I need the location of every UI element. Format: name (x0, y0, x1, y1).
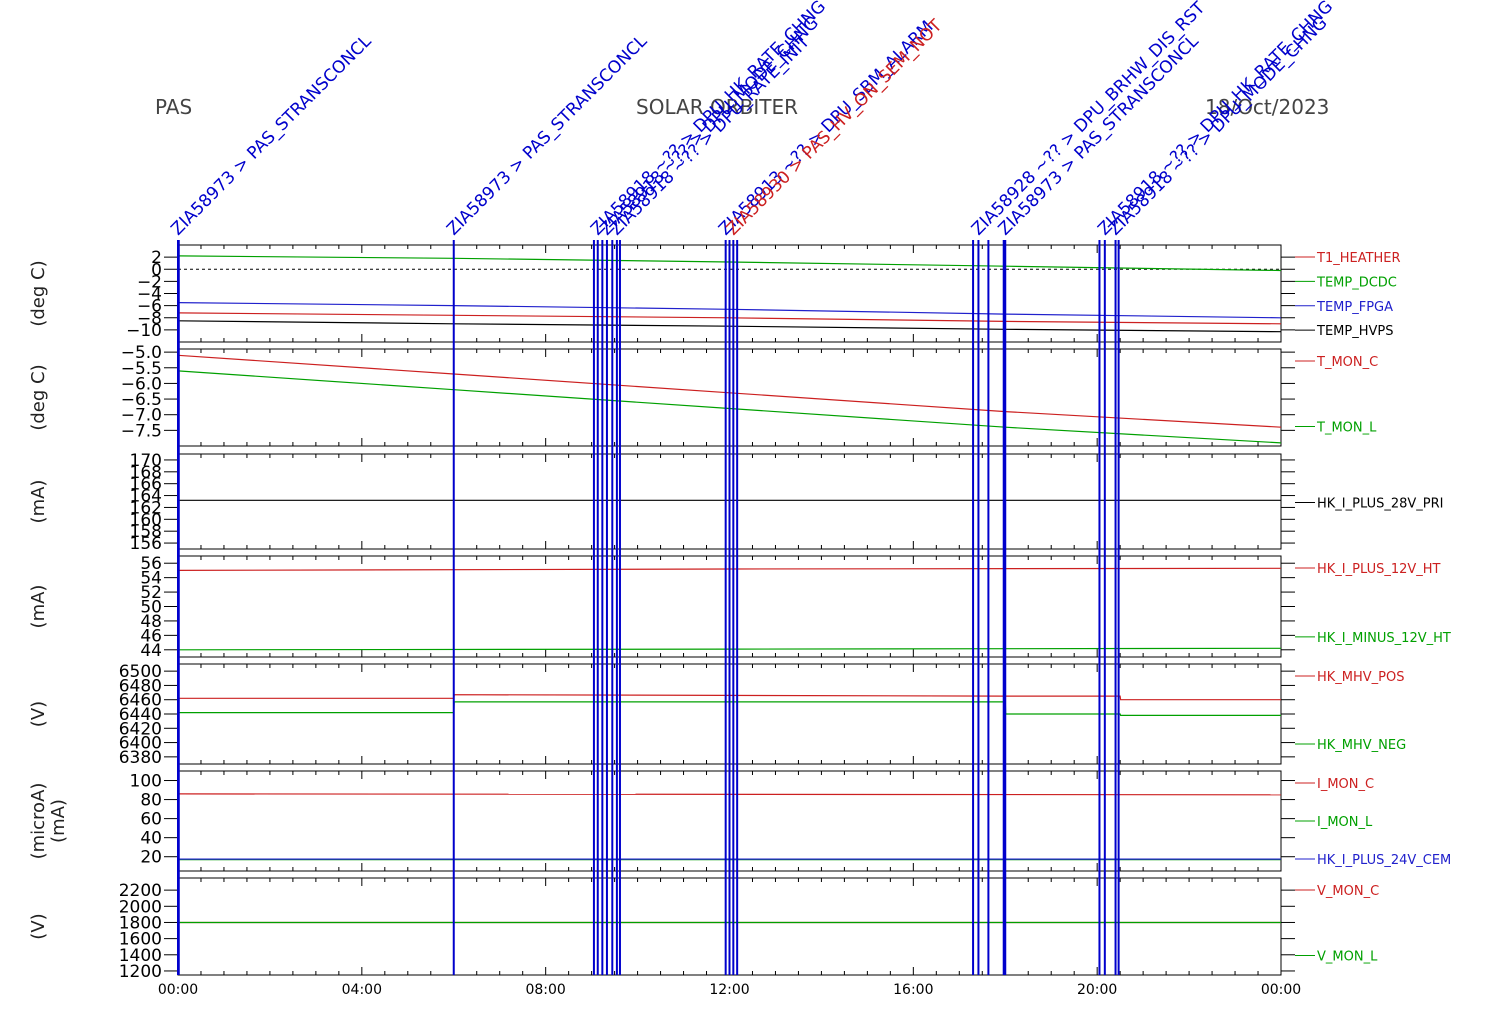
y-tick-label: 156 (130, 534, 162, 554)
y-tick-label: 50 (140, 598, 162, 618)
y-axis-label: (deg C) (28, 364, 49, 430)
y-tick-label: −6.5 (121, 390, 162, 410)
y-tick-label: 6420 (119, 719, 162, 739)
x-tick-label: 08:00 (525, 982, 565, 998)
y-axis-label: (deg C) (28, 260, 49, 326)
y-tick-label: 6440 (119, 705, 162, 725)
y-tick-label: −4 (137, 285, 162, 305)
y-tick-label: 56 (140, 554, 162, 574)
y-tick-label: −7.0 (121, 406, 162, 426)
y-tick-label: 54 (140, 569, 162, 589)
y-tick-label: 46 (140, 626, 162, 646)
y-tick-label: 160 (130, 510, 162, 530)
y-tick-label: 158 (130, 522, 162, 542)
y-axis-label: (microA) (28, 783, 49, 860)
event-label: ZIA58928 ~?? > DPU_BRHW_DIS_RST (968, 0, 1210, 240)
y-tick-label: 52 (140, 583, 162, 603)
y-axis-label: (mA) (28, 480, 49, 524)
legend-label: HK_I_PLUS_12V_HT (1317, 562, 1441, 577)
y-tick-label: 162 (130, 498, 162, 518)
y-tick-label: −7.5 (121, 421, 162, 441)
legend-label: T_MON_C (1316, 355, 1378, 370)
y-tick-label: 40 (140, 829, 162, 849)
legend-label: V_MON_L (1317, 949, 1378, 964)
legend-label: HK_I_PLUS_24V_CEM (1317, 853, 1451, 868)
mission-label: SOLAR ORBITER (636, 95, 798, 119)
x-tick-label: 00:00 (158, 982, 198, 998)
y-axis-label: (V) (28, 913, 49, 939)
legend-label: TEMP_HVPS (1316, 324, 1393, 339)
y-tick-label: 166 (130, 475, 162, 495)
y-tick-label: −5.5 (121, 359, 162, 379)
x-tick-label: 20:00 (1077, 982, 1117, 998)
event-label: ZIA58973 > PAS_STRANSCONCL (995, 31, 1203, 239)
y-tick-label: 100 (130, 772, 162, 792)
y-tick-label: 20 (140, 848, 162, 868)
y-tick-label: 0 (151, 260, 162, 280)
legend-label: T_MON_L (1316, 420, 1377, 435)
event-label: ZIA58918 ~?? > DPU_MODE_CHNG (1105, 13, 1332, 240)
x-tick-label: 00:00 (1261, 982, 1301, 998)
instrument-label: PAS (155, 95, 193, 119)
event-label: ZIA58973 > PAS_STRANSCONCL (167, 31, 375, 239)
y-tick-label: 2200 (119, 881, 162, 901)
x-tick-label: 12:00 (709, 982, 749, 998)
y-tick-label: 164 (130, 487, 162, 507)
y-tick-label: 2 (151, 248, 162, 268)
y-tick-label: 1200 (119, 962, 162, 982)
y-tick-label: 1600 (119, 930, 162, 950)
y-axis-label: (mA) (48, 799, 69, 843)
legend-label: TEMP_DCDC (1316, 275, 1397, 290)
y-tick-label: 48 (140, 612, 162, 632)
legend-label: I_MON_L (1317, 815, 1373, 830)
date-label: 18/Oct/2023 (1205, 95, 1330, 119)
y-tick-label: 80 (140, 791, 162, 811)
y-tick-label: −2 (137, 272, 162, 292)
y-axis-label: (V) (28, 701, 49, 727)
legend-label: HK_I_PLUS_28V_PRI (1317, 497, 1443, 512)
event-label: ZIA58930 > PAS_HV_ON_SEM_NOT (723, 16, 947, 240)
x-tick-label: 16:00 (893, 982, 933, 998)
y-tick-label: 60 (140, 810, 162, 830)
y-tick-label: −6.0 (121, 374, 162, 394)
y-tick-label: 6400 (119, 734, 162, 754)
legend-label: HK_MHV_POS (1317, 670, 1405, 685)
y-tick-label: 1800 (119, 913, 162, 933)
legend-label: HK_I_MINUS_12V_HT (1317, 631, 1451, 646)
y-tick-label: −6 (137, 297, 162, 317)
y-tick-label: 6460 (119, 691, 162, 711)
y-tick-label: 1400 (119, 946, 162, 966)
y-tick-label: 6500 (119, 662, 162, 682)
y-tick-label: −8 (137, 309, 162, 329)
y-axis-label: (mA) (28, 585, 49, 629)
y-tick-label: 6480 (119, 676, 162, 696)
y-tick-label: −5.0 (121, 343, 162, 363)
y-tick-label: −10 (126, 321, 162, 341)
x-tick-label: 04:00 (342, 982, 382, 998)
y-tick-label: 170 (130, 451, 162, 471)
y-tick-label: 44 (140, 641, 162, 661)
legend-label: V_MON_C (1317, 884, 1379, 899)
y-tick-label: 6380 (119, 748, 162, 768)
legend-label: T1_HEATHER (1316, 251, 1401, 266)
legend-label: HK_MHV_NEG (1317, 738, 1406, 753)
legend-label: I_MON_C (1317, 777, 1374, 792)
event-label: ZIA58918 ~?? > DPU_RATE_INIT (606, 32, 814, 240)
y-tick-label: 168 (130, 463, 162, 483)
y-tick-label: 2000 (119, 897, 162, 917)
legend-label: TEMP_FPGA (1316, 300, 1393, 315)
